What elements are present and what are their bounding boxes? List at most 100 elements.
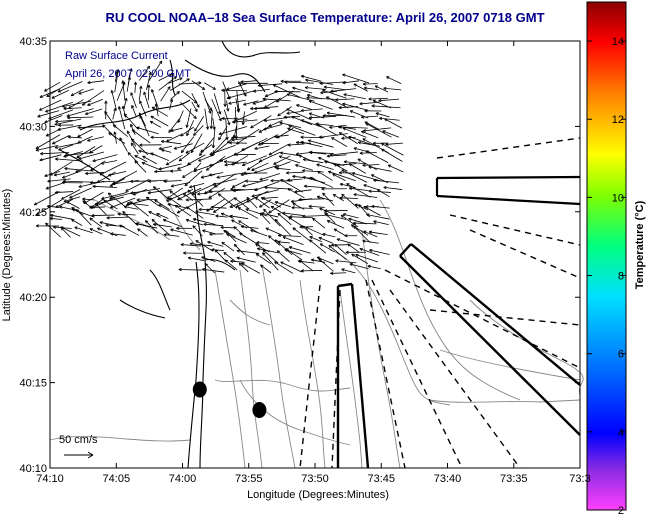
current-vector [39,154,62,162]
current-vector [198,153,215,162]
station-markers [192,381,267,418]
current-vector [168,117,181,133]
current-vector [342,102,369,111]
current-vector [169,98,174,111]
current-vector [143,91,150,109]
current-vector [180,243,202,247]
y-tick-label: 40:30 [19,121,47,133]
current-vector [123,97,128,109]
current-vector [371,104,401,109]
current-vector [260,197,282,208]
current-vector [237,207,259,219]
current-vector [150,152,169,161]
current-vector [77,128,93,138]
current-vector [272,84,301,98]
colorbar-tick-label: 2 [618,505,624,515]
current-vector [81,90,105,106]
current-vector [71,219,83,226]
current-vector [75,209,92,226]
current-vector [180,101,197,119]
scale-arrow [64,451,94,459]
current-vector [186,206,204,219]
current-vector [176,226,193,230]
current-vector [236,256,256,263]
current-vector [139,143,162,147]
current-vector [335,98,355,102]
current-vector [360,115,378,119]
current-vector [54,142,82,149]
current-vector [152,186,171,201]
current-vector [276,250,290,262]
current-vector [372,141,388,145]
y-tick-label: 40:35 [19,36,47,48]
current-vector [342,73,370,84]
current-vector [52,134,70,145]
current-vector [309,236,323,243]
current-vector [357,141,381,147]
current-vector [353,225,371,244]
current-vector [348,186,369,191]
current-vector [130,142,139,155]
current-vector [55,157,83,162]
current-vector [208,160,224,167]
current-vector [323,85,346,91]
current-vector [359,151,377,155]
current-vector [40,152,70,156]
current-vector [263,208,281,227]
current-vector [209,110,213,129]
current-vector [366,213,390,220]
current-vector [218,126,248,136]
current-vector [260,264,272,274]
current-vector [44,170,60,177]
current-vector [89,217,103,228]
current-vector [33,191,60,206]
current-vector [131,105,137,117]
colorbar-tick-label: 6 [618,349,624,361]
current-vector [229,214,249,220]
current-vector [365,122,392,138]
current-vector [54,190,74,195]
current-vector [286,171,304,175]
current-vector [195,210,215,216]
current-vector [185,218,204,226]
current-vector [362,239,379,244]
y-tick-label: 40:10 [19,463,47,475]
current-vector [280,79,302,83]
x-tick-label: 74:10 [36,473,64,485]
current-vector [150,115,169,127]
current-vector [59,205,73,210]
current-vector [257,83,283,88]
current-vector [335,259,357,264]
current-vector [339,196,359,200]
current-vector [375,112,390,118]
current-vector [35,134,61,150]
current-vector [110,232,126,236]
current-vector [318,236,334,244]
current-vector [321,187,347,191]
current-vector [131,129,151,144]
current-vector [322,192,335,206]
y-tick-label: 40:25 [19,207,47,219]
current-vector [119,137,128,152]
x-tick-label: 74:00 [169,473,197,485]
current-vector [265,227,282,236]
current-vector [170,181,191,188]
antenna-beams [299,137,581,469]
current-vector [158,76,177,91]
current-vector [180,136,195,154]
current-vector [62,100,92,108]
current-vector [35,145,59,152]
current-vector [326,220,345,229]
current-vector [139,100,147,117]
current-vector [341,169,368,183]
current-vector [334,243,347,256]
current-vector [305,78,334,85]
current-vector [243,100,259,106]
current-vector [253,88,270,93]
current-vector [135,222,158,229]
current-vector [250,106,279,111]
y-axis-ticks: 40:10 40:15 40:20 40:25 40:30 40:35 [19,36,580,475]
current-vector [273,155,291,165]
current-vector [158,204,180,218]
